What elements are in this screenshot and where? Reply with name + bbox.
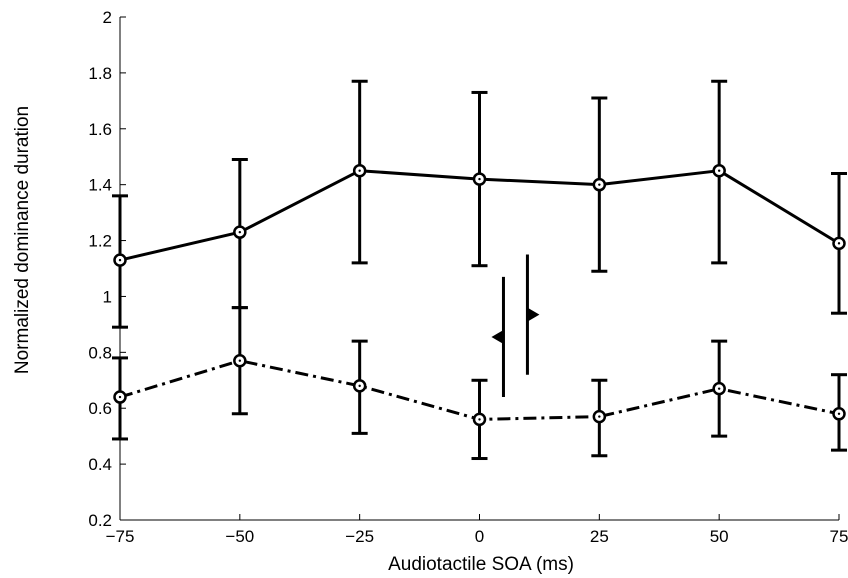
data-point-center — [358, 169, 361, 172]
x-axis-label: Audiotactile SOA (ms) — [388, 554, 574, 575]
y-tick-label: 1.4 — [88, 176, 112, 195]
series-2 — [112, 306, 847, 461]
x-tick-label: −50 — [225, 527, 254, 546]
axes: −75 −50 −25 0 25 50 75 0.2 0.4 0.6 0.8 1 1.2 1.4 1.6 1.… — [88, 8, 848, 546]
y-tick-label: 1 — [103, 287, 112, 306]
series-1 — [112, 79, 847, 329]
opposing-arrows-annotation — [491, 254, 540, 398]
data-point-center — [717, 387, 721, 390]
data-point-center — [478, 177, 481, 181]
data-point-center — [717, 169, 721, 172]
x-tick-label: −75 — [106, 527, 135, 546]
data-point-center — [598, 415, 601, 418]
y-tick-label: 2 — [103, 8, 112, 27]
plot-area — [112, 79, 847, 461]
arrow-head-right — [527, 307, 540, 322]
data-point-center — [118, 258, 122, 262]
y-tick-label: 1.2 — [88, 232, 112, 251]
y-tick-label: 0.8 — [88, 343, 112, 362]
data-point-center — [358, 384, 361, 388]
y-tick-label: 1.6 — [88, 120, 112, 139]
data-point-center — [837, 242, 841, 245]
data-point-center — [118, 395, 122, 399]
y-axis-label: Normalized dominance duration — [12, 106, 33, 374]
data-point-center — [238, 359, 242, 362]
x-tick-label: −25 — [345, 527, 374, 546]
y-tick-label: 0.6 — [88, 399, 112, 418]
x-tick-label: 25 — [590, 527, 609, 546]
data-point-center — [478, 418, 481, 421]
y-tick-label: 0.4 — [88, 455, 112, 474]
x-tick-label: 0 — [475, 527, 484, 546]
x-tick-label: 50 — [710, 527, 729, 546]
y-tick-label: 1.8 — [88, 64, 112, 83]
x-tick-label: 75 — [830, 527, 848, 546]
data-point-center — [598, 183, 601, 186]
data-point-center — [238, 230, 242, 234]
arrow-head-left — [491, 329, 504, 344]
y-tick-label: 0.2 — [88, 511, 112, 530]
data-point-center — [837, 412, 841, 416]
